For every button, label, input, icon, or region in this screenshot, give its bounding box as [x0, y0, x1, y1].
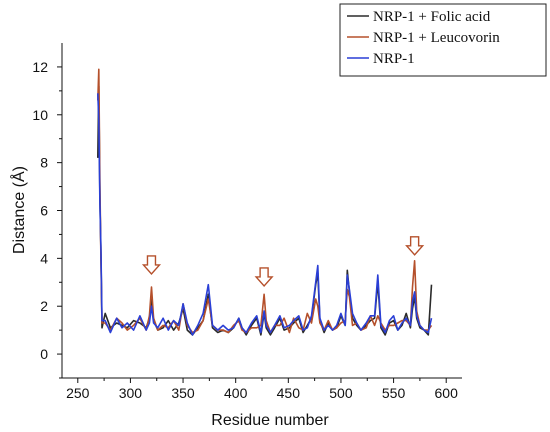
legend-label: NRP-1 + Leucovorin	[373, 30, 500, 46]
x-axis-title: Residue number	[211, 412, 329, 429]
y-tick-label: 0	[40, 346, 48, 362]
series-lines	[97, 68, 433, 336]
annotation-arrows	[141, 236, 425, 287]
x-tick-label: 450	[277, 385, 301, 401]
y-tick-label: 8	[40, 155, 48, 171]
legend: NRP-1 + Folic acid NRP-1 + Leucovorin NRP-…	[339, 3, 547, 77]
y-tick-label: 10	[32, 107, 48, 123]
x-tick-label: 250	[66, 385, 90, 401]
plot-area: 250 300 350 400 450 500 550 600 0 2 4 6 8 10 12	[32, 43, 462, 401]
down-arrow-annotation	[405, 236, 425, 256]
y-tick-label: 2	[40, 298, 48, 314]
x-tick-label: 600	[435, 385, 459, 401]
y-tick-label: 6	[40, 203, 48, 219]
y-ticks: 0 2 4 6 8 10 12	[32, 59, 62, 379]
y-tick-label: 12	[32, 59, 48, 75]
legend-label: NRP-1	[373, 51, 415, 67]
x-tick-label: 350	[171, 385, 195, 401]
series-line-3	[97, 93, 433, 336]
down-arrow-annotation	[254, 267, 274, 287]
y-axis-title: Distance (Å)	[9, 166, 28, 254]
x-ticks: 250 300 350 400 450 500 550 600	[66, 378, 458, 401]
series-line-2	[97, 68, 433, 334]
legend-box	[339, 3, 547, 77]
y-tick-label: 4	[40, 250, 48, 266]
legend-label: NRP-1 + Folic acid	[373, 9, 491, 25]
x-tick-label: 500	[329, 385, 353, 401]
x-tick-label: 550	[382, 385, 406, 401]
x-tick-label: 300	[119, 385, 143, 401]
down-arrow-annotation	[141, 255, 162, 276]
x-tick-label: 400	[224, 385, 248, 401]
